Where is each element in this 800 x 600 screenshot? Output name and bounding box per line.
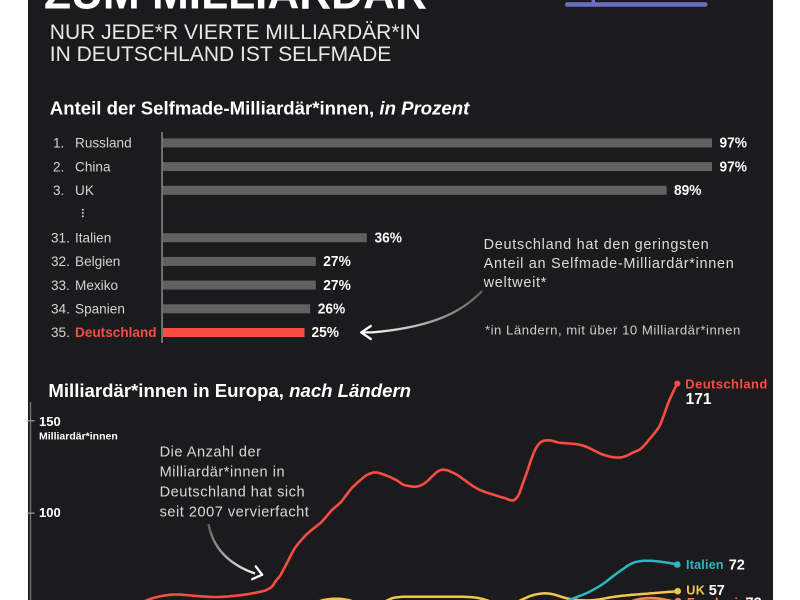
svg-text:Milliardär*innen in: Milliardär*innen in — [160, 465, 286, 481]
svg-text:27%: 27% — [323, 277, 351, 294]
svg-text:3.: 3. — [53, 183, 64, 198]
svg-text:150: 150 — [39, 414, 61, 429]
svg-text:72: 72 — [729, 558, 745, 574]
svg-text:171: 171 — [686, 391, 712, 408]
svg-text:26%: 26% — [318, 301, 346, 318]
svg-text:Frankreich: Frankreich — [687, 596, 753, 600]
svg-text:31.: 31. — [51, 230, 70, 245]
svg-text:Italien: Italien — [686, 558, 724, 572]
svg-text:Spanien: Spanien — [75, 302, 125, 317]
svg-text:IN DEUTSCHLAND IST SELFMADE: IN DEUTSCHLAND IST SELFMADE — [50, 43, 392, 66]
svg-text:Deutschland: Deutschland — [685, 376, 767, 391]
svg-text:Deutschland: Deutschland — [75, 325, 157, 340]
svg-text:35.: 35. — [51, 325, 70, 340]
svg-text:Milliardär*innen: Milliardär*innen — [39, 430, 118, 442]
svg-text:73: 73 — [746, 596, 762, 600]
svg-text:33.: 33. — [51, 278, 70, 293]
svg-text:Deutschland hat sich: Deutschland hat sich — [160, 485, 305, 501]
svg-text:Die Anzahl der: Die Anzahl der — [160, 445, 262, 461]
svg-text:seit 2007 vervierfacht: seit 2007 vervierfacht — [160, 505, 310, 521]
svg-text:36%: 36% — [375, 229, 403, 246]
svg-text:27%: 27% — [323, 253, 351, 270]
svg-text:Belgien: Belgien — [75, 254, 120, 269]
svg-text:34.: 34. — [51, 302, 70, 317]
svg-text:Milliardär*innen in Europa, na: Milliardär*innen in Europa, nach Ländern — [48, 380, 411, 401]
svg-text:57: 57 — [709, 583, 725, 599]
svg-text:Deutschland hat den geringsten: Deutschland hat den geringsten — [484, 237, 710, 253]
svg-text:1.: 1. — [53, 136, 64, 151]
svg-text:Anteil der Selfmade-Milliardär: Anteil der Selfmade-Milliardär*innen, in… — [50, 98, 470, 119]
svg-text:100: 100 — [39, 505, 61, 520]
svg-text:UK: UK — [686, 584, 705, 598]
svg-text:ZUM MILLIARDÄR: ZUM MILLIARDÄR — [44, 0, 427, 19]
svg-text:weltweit*: weltweit* — [483, 275, 548, 291]
svg-text:Italien: Italien — [75, 230, 111, 245]
svg-text:Russland: Russland — [75, 136, 132, 151]
svg-text:NUR JEDE*R VIERTE MILLIARDÄR*I: NUR JEDE*R VIERTE MILLIARDÄR*IN — [50, 21, 421, 44]
svg-text:China: China — [75, 159, 111, 174]
svg-text:25%: 25% — [312, 324, 340, 341]
svg-text:UK: UK — [75, 183, 94, 198]
svg-text:97%: 97% — [720, 135, 748, 152]
svg-text:32.: 32. — [51, 254, 70, 269]
svg-text:2.: 2. — [53, 159, 64, 174]
svg-text:Anteil an Selfmade-Milliardär*: Anteil an Selfmade-Milliardär*innen — [484, 256, 735, 272]
svg-text:Mexiko: Mexiko — [75, 278, 118, 293]
svg-text:*in Ländern, mit über 10 Milli: *in Ländern, mit über 10 Milliardär*inne… — [485, 323, 741, 338]
svg-text:89%: 89% — [674, 182, 702, 199]
svg-text:97%: 97% — [720, 158, 748, 175]
